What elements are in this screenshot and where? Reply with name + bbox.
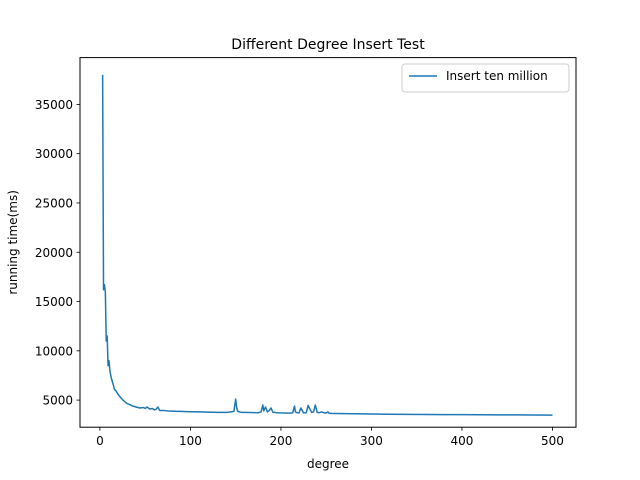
x-tick-label: 100 <box>179 434 202 448</box>
legend-label: Insert ten million <box>446 69 548 83</box>
plot-frame <box>79 57 577 428</box>
series-line <box>101 74 553 416</box>
x-axis-label: degree <box>307 457 349 471</box>
series-layer <box>101 74 553 416</box>
x-tick-label: 300 <box>360 434 383 448</box>
y-axis: 5000 10000 15000 20000 25000 30000 35000 <box>35 98 80 408</box>
y-axis-label: running time(ms) <box>6 190 20 295</box>
y-tick-label: 25000 <box>35 196 73 210</box>
y-tick-label: 10000 <box>35 344 73 358</box>
x-tick-label: 500 <box>541 434 564 448</box>
y-tick-label: 5000 <box>42 394 73 408</box>
legend-box <box>401 63 570 93</box>
x-tick-label: 400 <box>451 434 474 448</box>
y-tick-label: 30000 <box>35 147 73 161</box>
x-tick-label: 200 <box>269 434 292 448</box>
y-tick-label: 15000 <box>35 295 73 309</box>
y-tick-label: 20000 <box>35 246 73 260</box>
chart-title: Different Degree Insert Test <box>231 37 425 53</box>
legend: Insert ten million <box>401 63 570 93</box>
x-tick-label: 0 <box>96 434 104 448</box>
x-axis: 0 100 200 300 400 500 <box>96 427 564 448</box>
y-tick-label: 35000 <box>35 98 73 112</box>
